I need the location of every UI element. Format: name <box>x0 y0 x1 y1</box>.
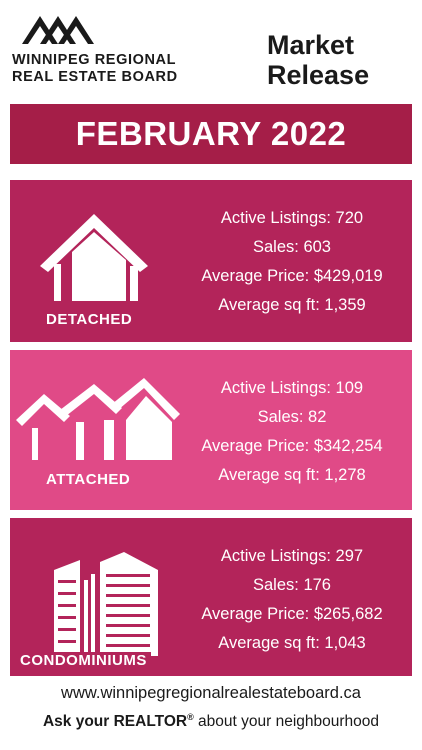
condominiums-average-price: Average Price: $265,682 <box>201 605 383 623</box>
attached-label: ATTACHED <box>46 471 131 488</box>
registered-mark: ® <box>187 712 194 722</box>
attached-average-price: Average Price: $342,254 <box>201 437 383 455</box>
release-line-2: Release <box>267 60 370 90</box>
realtor-tagline: Ask your REALTOR® about your neighbourho… <box>0 712 422 731</box>
condominiums-label: CONDOMINIUMS <box>16 652 151 669</box>
detached-label: DETACHED <box>46 311 133 328</box>
detached-house-icon <box>40 214 148 301</box>
header: WINNIPEG REGIONAL REAL ESTATE BOARD Mark… <box>0 0 422 100</box>
detached-sales: Sales: 603 <box>253 238 331 256</box>
attached-panel: ATTACHED Active Listings: 109 Sales: 82 … <box>10 350 412 510</box>
rooftops-logo-icon <box>22 16 94 44</box>
condominiums-average-sqft: Average sq ft: 1,043 <box>218 634 366 652</box>
org-line-2: REAL ESTATE BOARD <box>12 69 178 85</box>
detached-stats: Active Listings: 720 Sales: 603 Average … <box>182 204 402 320</box>
market-release-title: Market Release <box>267 30 369 90</box>
condo-towers-icon <box>54 552 158 656</box>
tagline-bold: Ask your REALTOR <box>42 713 188 731</box>
detached-average-price: Average Price: $429,019 <box>201 267 383 285</box>
release-line-1: Market <box>267 30 355 60</box>
detached-average-sqft: Average sq ft: 1,359 <box>218 296 366 314</box>
attached-houses-icon <box>16 378 180 460</box>
attached-active-listings: Active Listings: 109 <box>220 379 364 397</box>
tagline-rest: about your neighbourhood <box>193 713 380 731</box>
month-title: FEBRUARY 2022 <box>10 104 412 164</box>
condominiums-sales: Sales: 176 <box>253 576 331 594</box>
condominiums-stats: Active Listings: 297 Sales: 176 Average … <box>182 542 402 658</box>
condominiums-active-listings: Active Listings: 297 <box>220 547 364 565</box>
attached-average-sqft: Average sq ft: 1,278 <box>218 466 366 484</box>
condominiums-panel: CONDOMINIUMS Active Listings: 297 Sales:… <box>10 518 412 676</box>
detached-active-listings: Active Listings: 720 <box>220 209 364 227</box>
attached-sales: Sales: 82 <box>257 408 327 426</box>
detached-panel: DETACHED Active Listings: 720 Sales: 603… <box>10 180 412 342</box>
attached-stats: Active Listings: 109 Sales: 82 Average P… <box>182 374 402 490</box>
website-url[interactable]: www.winnipegregionalrealestateboard.ca <box>61 684 361 702</box>
org-line-1: WINNIPEG REGIONAL <box>12 52 177 68</box>
organization-name: WINNIPEG REGIONAL REAL ESTATE BOARD <box>12 52 178 86</box>
